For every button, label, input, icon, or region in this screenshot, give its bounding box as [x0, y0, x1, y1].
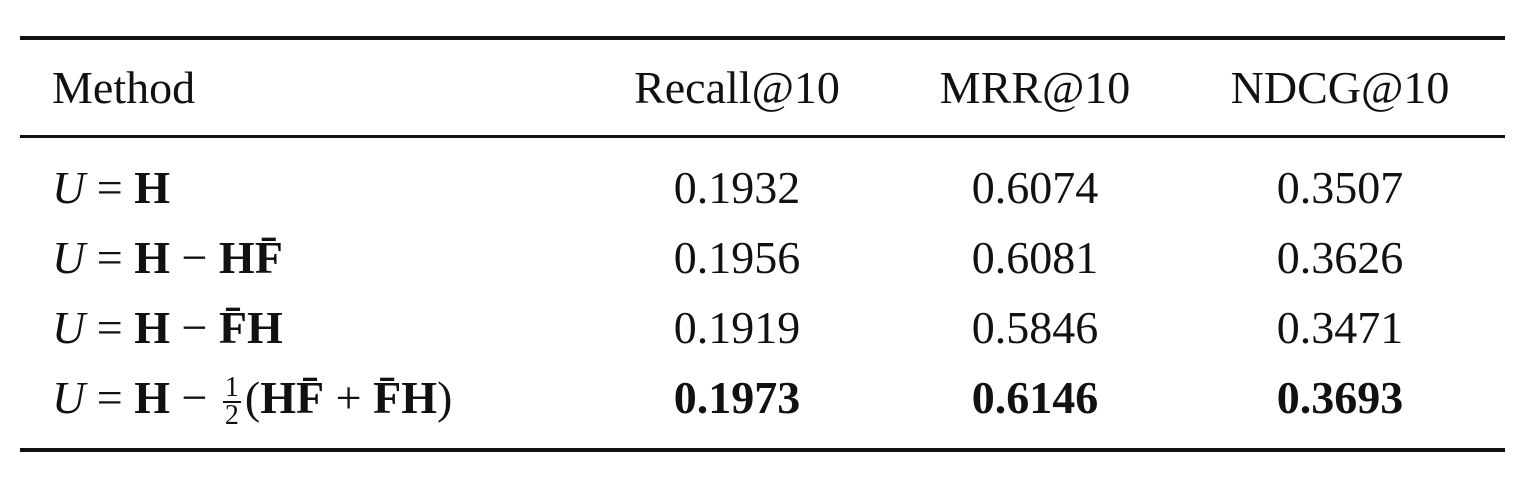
math-segment: F̄H	[373, 372, 437, 423]
math-segment: U	[52, 372, 86, 423]
math-segment: =	[85, 232, 135, 283]
value-cell: 0.6081	[971, 232, 1099, 283]
value-cell: 0.3507	[1276, 162, 1404, 213]
mid-rule	[20, 135, 1505, 138]
header-cell: NDCG@10	[1230, 62, 1450, 113]
value-cell: 0.1956	[673, 232, 801, 283]
value-cell: 0.1973	[673, 372, 801, 423]
math-segment: =	[85, 302, 135, 353]
method-cell: U = H − HF̄	[52, 228, 283, 288]
value-cell: 0.3693	[1276, 372, 1404, 423]
value-cell: 0.5846	[971, 302, 1099, 353]
fraction-numerator: 1	[222, 372, 241, 404]
math-segment: HF̄	[218, 232, 283, 283]
bottom-rule	[20, 448, 1505, 452]
header-cell: MRR@10	[939, 62, 1131, 113]
math-segment: −	[169, 232, 219, 283]
math-segment: H	[134, 372, 170, 423]
method-cell: U = H − F̄H	[52, 298, 283, 358]
value-cell: 0.6146	[971, 372, 1099, 423]
value-cell: 0.6074	[971, 162, 1099, 213]
header-cell: Method	[52, 62, 196, 113]
math-segment: (	[244, 372, 261, 423]
math-segment: H	[134, 232, 170, 283]
header-cell: Recall@10	[634, 62, 840, 113]
method-cell: U = H − 1 2 (HF̄ + F̄H)	[52, 368, 453, 432]
value-cell: 0.1919	[673, 302, 801, 353]
math-segment: H	[134, 302, 170, 353]
math-segment: U	[52, 162, 86, 213]
math-segment: =	[85, 372, 135, 423]
method-cell: U = H	[52, 158, 170, 218]
math-segment: −	[169, 372, 219, 423]
value-cell: 0.3626	[1276, 232, 1404, 283]
value-cell: 0.3471	[1276, 302, 1404, 353]
math-segment: −	[169, 302, 219, 353]
math-segment: F̄H	[218, 302, 283, 353]
math-segment: HF̄	[260, 372, 325, 423]
math-segment: H	[134, 162, 170, 213]
value-cell: 0.1932	[673, 162, 801, 213]
top-rule	[20, 36, 1505, 40]
math-segment: )	[436, 372, 453, 423]
fraction-denominator: 2	[224, 400, 239, 432]
math-segment: U	[52, 232, 86, 283]
math-segment: +	[324, 372, 374, 423]
math-segment: U	[52, 302, 86, 353]
math-segment: =	[85, 162, 135, 213]
